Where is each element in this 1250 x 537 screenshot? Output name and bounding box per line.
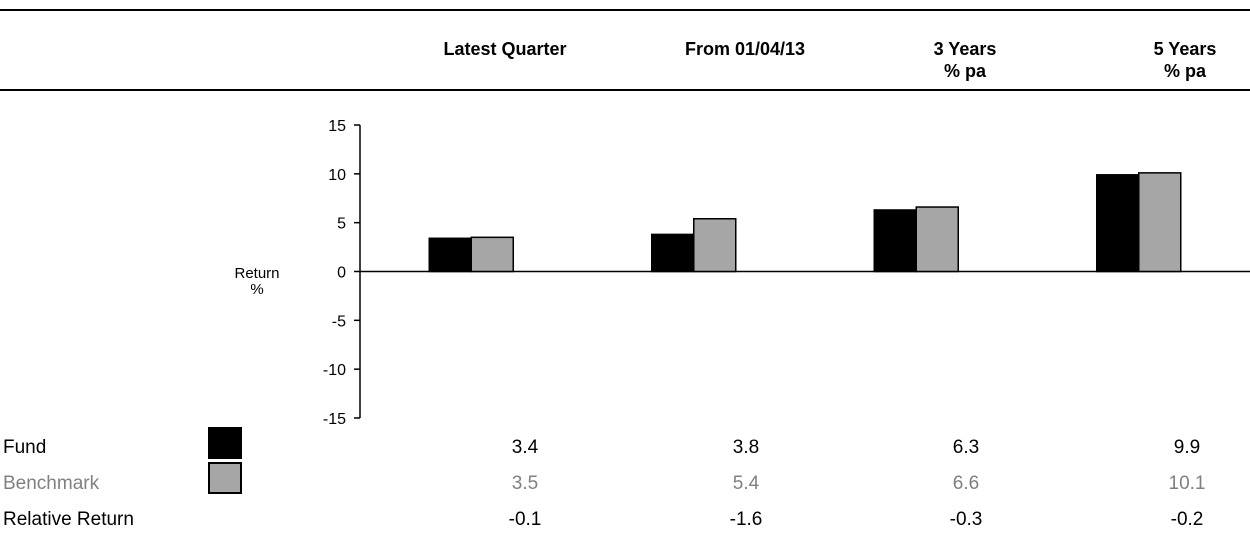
- benchmark-bar-1: [470, 236, 514, 273]
- fund-bar-1: [428, 237, 472, 273]
- header-rule: [0, 89, 1250, 91]
- fund-bar-4: [1096, 174, 1140, 273]
- y-axis-label: Return %: [234, 265, 280, 298]
- y-tick-label: 15: [328, 118, 346, 135]
- y-tick-label: 10: [328, 167, 346, 184]
- benchmark-value-latest-quarter: 3.5: [511, 473, 539, 494]
- fund-value-3-years: 6.3: [952, 437, 980, 458]
- column-header-latest-quarter: Latest Quarter: [443, 39, 567, 59]
- fund-value-latest-quarter: 3.4: [511, 437, 539, 458]
- benchmark-bar-2: [693, 218, 737, 273]
- benchmark-row-label: Benchmark: [3, 473, 100, 494]
- relative-return-row-label: Relative Return: [3, 509, 134, 530]
- fund-bar-2: [651, 233, 695, 273]
- fund-row-label: Fund: [3, 437, 47, 458]
- column-header-5-years: 5 Years % pa: [1153, 39, 1217, 81]
- benchmark-bar-3: [915, 206, 959, 273]
- relative-value-from-date: -1.6: [729, 509, 763, 530]
- fund-value-from-date: 3.8: [732, 437, 760, 458]
- benchmark-legend-swatch: [208, 462, 242, 494]
- y-tick-label: -5: [332, 313, 346, 330]
- y-tick-label: -10: [323, 362, 346, 379]
- y-tick-label: 0: [337, 265, 346, 282]
- y-tick-label: -15: [323, 411, 346, 428]
- y-tick-label: 5: [337, 216, 346, 233]
- relative-value-5-years: -0.2: [1170, 509, 1204, 530]
- benchmark-value-5-years: 10.1: [1168, 473, 1206, 494]
- benchmark-value-from-date: 5.4: [732, 473, 760, 494]
- fund-legend-swatch: [208, 427, 242, 459]
- column-header-from-date: From 01/04/13: [684, 39, 806, 59]
- relative-value-3-years: -0.3: [949, 509, 983, 530]
- benchmark-value-3-years: 6.6: [952, 473, 980, 494]
- benchmark-bar-4: [1138, 172, 1182, 273]
- column-header-3-years: 3 Years % pa: [933, 39, 997, 81]
- fund-value-5-years: 9.9: [1173, 437, 1201, 458]
- top-rule: [0, 9, 1250, 11]
- relative-value-latest-quarter: -0.1: [508, 509, 542, 530]
- fund-bar-3: [873, 209, 917, 273]
